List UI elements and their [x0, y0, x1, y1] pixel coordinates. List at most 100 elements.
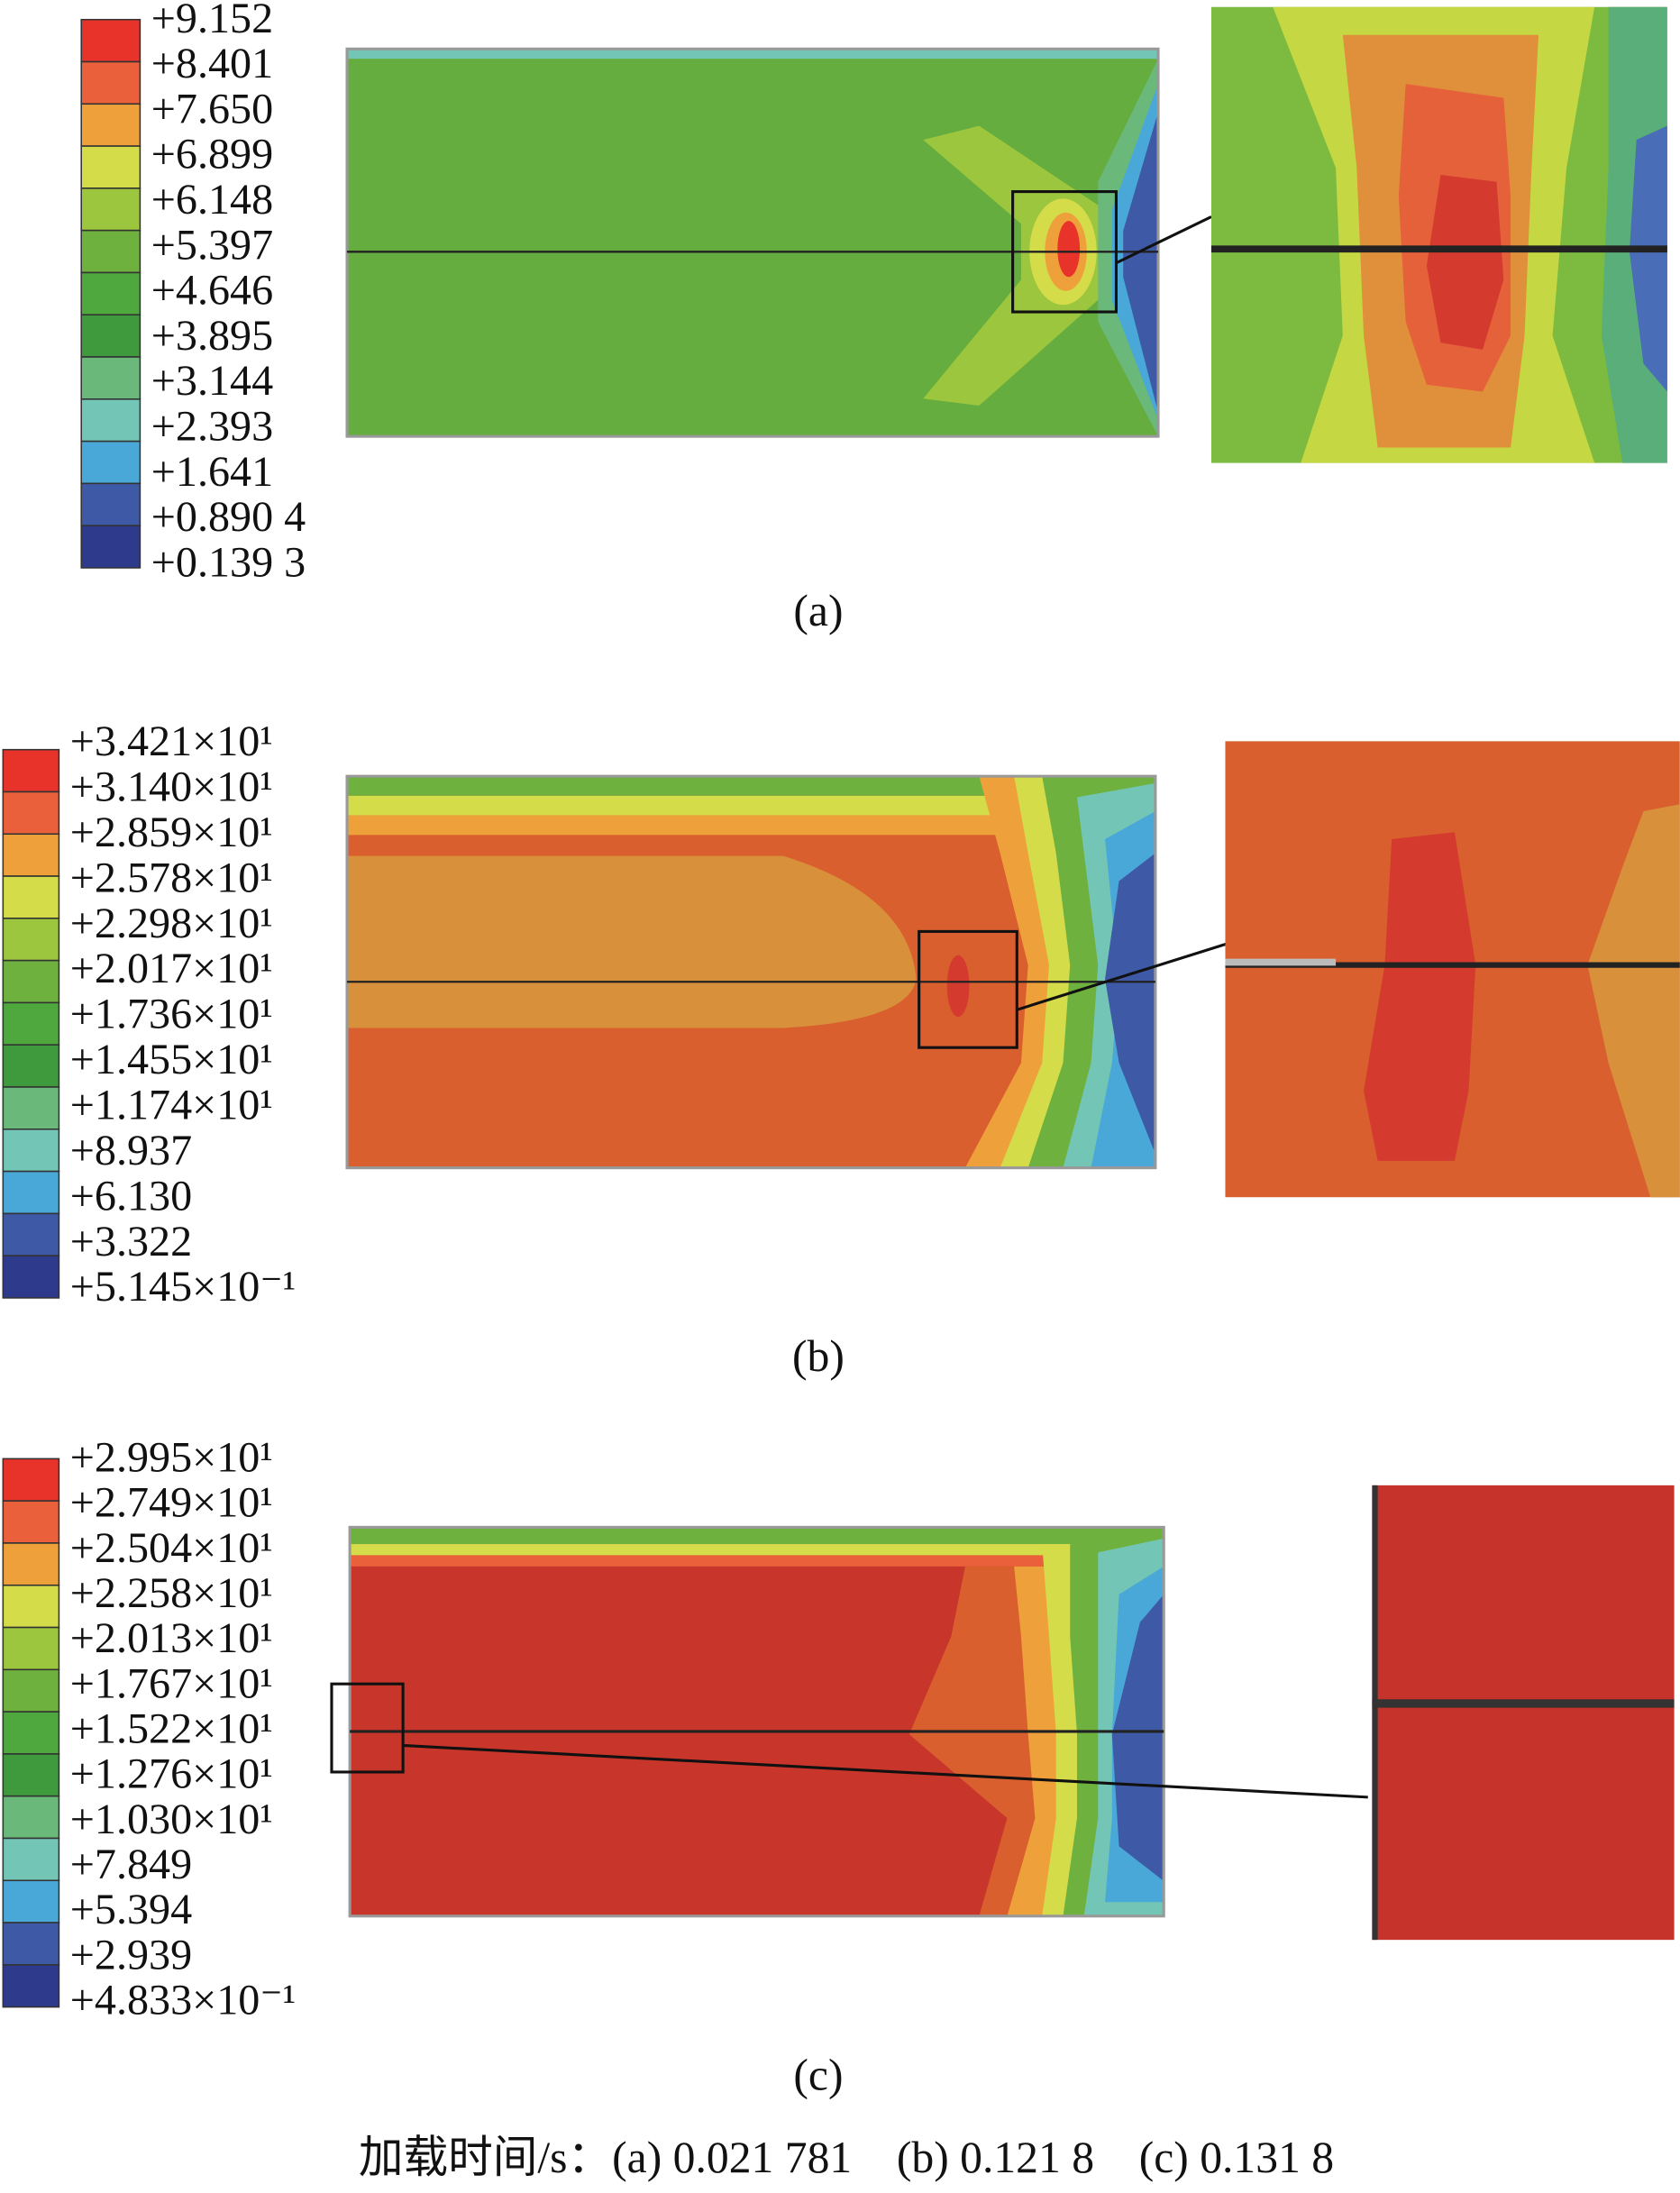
contour-c — [330, 1525, 1368, 1918]
legend-label: +2.017×10¹ — [70, 945, 273, 992]
legend-swatch — [2, 1711, 60, 1755]
legend-label: +6.899 — [151, 131, 273, 178]
region — [1105, 853, 1155, 1155]
legend-label: +1.276×10¹ — [70, 1750, 273, 1798]
region — [1364, 832, 1476, 1161]
region — [1587, 804, 1680, 1198]
legend-swatch — [2, 1964, 60, 2008]
legend-label: +3.421×10¹ — [70, 717, 273, 765]
legend-swatch — [80, 103, 142, 147]
legend-swatch — [2, 790, 60, 836]
legend-label: +0.139 3 — [151, 538, 306, 586]
frame — [348, 1525, 1165, 1918]
zoom-box — [918, 929, 1018, 1049]
region — [1426, 174, 1504, 350]
legend-label: +1.030×10¹ — [70, 1796, 273, 1843]
legend-swatch — [2, 1922, 60, 1966]
figure-caption: 加载时间/s：(a) 0.021 781 (b) 0.121 8 (c) 0.1… — [359, 2133, 1334, 2182]
region — [350, 1544, 1164, 1556]
region — [347, 776, 1155, 796]
zoom-box — [1011, 190, 1118, 314]
legend-label: +5.145×10⁻¹ — [70, 1263, 296, 1311]
legend-label: +2.578×10¹ — [70, 854, 273, 901]
legend-label: +1.174×10¹ — [70, 1081, 273, 1128]
legend-swatch — [2, 959, 60, 1004]
frame — [345, 774, 1157, 1170]
region — [347, 815, 1155, 836]
legend-swatch — [80, 440, 142, 485]
legend-label: +2.298×10¹ — [70, 900, 273, 947]
legend-swatch — [2, 1086, 60, 1130]
legend-swatch — [2, 1542, 60, 1586]
leader-line — [1016, 938, 1240, 1011]
legend-swatch — [2, 1753, 60, 1797]
legend-swatch — [2, 875, 60, 919]
legend-swatch — [2, 1584, 60, 1629]
region — [1372, 1485, 1675, 1941]
legend-label: +3.322 — [70, 1218, 192, 1266]
legend-swatch — [2, 1626, 60, 1671]
panel-label: (a) — [793, 586, 843, 635]
leader-line — [403, 1743, 1368, 1799]
legend-swatch — [80, 314, 142, 358]
legend-swatch — [80, 271, 142, 316]
legend-label: +2.859×10¹ — [70, 809, 273, 856]
legend-label: +2.258×10¹ — [70, 1569, 273, 1617]
legend-swatch — [2, 748, 60, 793]
legend-label: +2.995×10¹ — [70, 1434, 273, 1482]
legend-label: +2.939 — [70, 1931, 192, 1978]
legend-swatch — [2, 1255, 60, 1299]
region — [1123, 112, 1159, 413]
legend-label: +7.849 — [70, 1841, 192, 1888]
legend-swatch — [2, 833, 60, 877]
legend-label: +4.833×10⁻¹ — [70, 1977, 296, 2024]
region — [350, 1555, 1164, 1567]
legend-swatch — [80, 356, 142, 400]
legend-label: +1.767×10¹ — [70, 1659, 273, 1707]
contour-a — [345, 47, 1212, 438]
legend-swatch — [2, 1837, 60, 1882]
legend-swatch — [2, 1500, 60, 1544]
region — [350, 1527, 1164, 1545]
inset-c — [1372, 1485, 1675, 1941]
legend-label: +1.736×10¹ — [70, 991, 273, 1038]
legend-swatch — [2, 1001, 60, 1046]
legend-label: +0.890 4 — [151, 493, 306, 541]
legend-swatch — [2, 1879, 60, 1923]
contour-b — [345, 774, 1240, 1170]
legend-swatch — [80, 229, 142, 274]
legend-label: +2.749×10¹ — [70, 1479, 273, 1527]
inset-a — [1210, 6, 1667, 463]
zoom-box — [330, 1682, 405, 1774]
legend-label: +5.397 — [151, 221, 273, 269]
legend-swatch — [2, 1044, 60, 1088]
legend-label: +2.393 — [151, 403, 273, 451]
legend-label: +9.152 — [151, 0, 273, 42]
legend-swatch — [80, 145, 142, 189]
panel-label: (b) — [792, 1331, 845, 1381]
legend-label: +4.646 — [151, 267, 273, 315]
legend-swatch — [80, 60, 142, 105]
legend-swatch — [80, 18, 142, 63]
legend-swatch — [2, 1668, 60, 1713]
region — [1111, 1594, 1164, 1881]
legend-swatch — [2, 1128, 60, 1173]
legend-swatch — [80, 482, 142, 526]
legend-label: +5.394 — [70, 1886, 192, 1933]
leader-line — [1115, 215, 1212, 265]
legend-swatch — [80, 398, 142, 443]
legend-label: +1.455×10¹ — [70, 1036, 273, 1083]
legend-label: +1.641 — [151, 448, 273, 496]
legend-label: +1.522×10¹ — [70, 1705, 273, 1753]
region — [347, 855, 917, 1028]
legend-swatch — [2, 1795, 60, 1840]
region — [347, 49, 1159, 59]
panel-label: (c) — [793, 2051, 843, 2100]
legend-swatch — [2, 1212, 60, 1256]
region — [923, 125, 1106, 406]
region — [347, 795, 1155, 816]
legend-label: +8.937 — [70, 1127, 192, 1174]
legend-label: +8.401 — [151, 40, 273, 87]
